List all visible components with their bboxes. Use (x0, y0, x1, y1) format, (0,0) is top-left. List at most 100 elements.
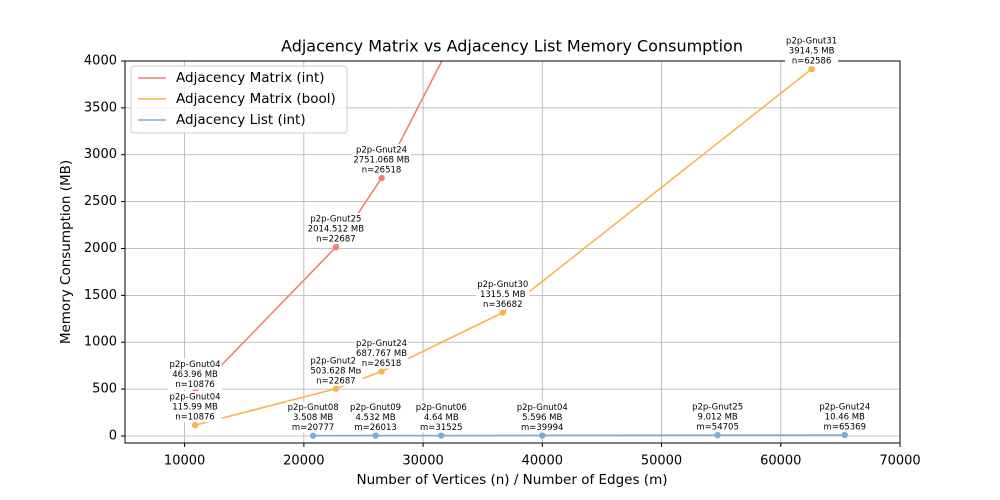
label-box (515, 401, 569, 433)
label-line: 687.767 MB (356, 349, 407, 359)
data-point (841, 431, 848, 439)
y-tick-label: 4000 (84, 54, 117, 69)
label-box (476, 278, 530, 310)
label-line: 4.64 MB (424, 413, 459, 423)
data-point (372, 432, 379, 439)
data-point (309, 432, 317, 439)
label-line: 2751.068 MB (353, 156, 410, 166)
label-line: m=20777 (292, 423, 334, 433)
label-line: p2p-Gnut04 (517, 403, 568, 413)
x-tick-label: 40000 (522, 454, 563, 469)
data-point (438, 432, 445, 439)
y-tick-label: 3500 (84, 100, 117, 115)
label-line: p2p-Gnut24 (356, 146, 407, 156)
label-box (286, 401, 340, 433)
data-point (714, 431, 721, 439)
label-line: n=26518 (362, 166, 402, 176)
label-line: 503.628 MB (310, 366, 361, 376)
data-point (191, 421, 199, 429)
label-line: 5.596 MB (522, 413, 562, 423)
label-box (309, 354, 363, 386)
legend: Adjacency Matrix (int) Adjacency Matrix (… (130, 65, 348, 134)
data-point (378, 368, 385, 375)
label-line: p2p-Gnut04 (170, 393, 221, 403)
label-line: 4.532 MB (355, 413, 395, 423)
label-line: 9.012 MB (698, 413, 738, 423)
label-line: p2p-Gnut30 (477, 280, 528, 290)
label-box (691, 401, 745, 433)
chart-title: Adjacency Matrix vs Adjacency List Memor… (281, 37, 743, 56)
label-line: 3914.5 MB (789, 47, 835, 57)
y-tick-label: 1000 (84, 335, 117, 350)
label-box (818, 400, 872, 432)
label-line: m=54705 (696, 423, 738, 433)
label-line: m=26013 (354, 423, 396, 433)
data-point (378, 174, 385, 182)
label-line: 2014.512 MB (308, 225, 365, 235)
legend-label: Adjacency Matrix (bool) (176, 91, 336, 107)
label-box (348, 401, 403, 433)
label-line: n=10876 (175, 413, 215, 423)
label-box (306, 213, 366, 245)
y-tick-label: 500 (92, 382, 117, 397)
ticks: 10000 20000 30000 40000 50000 60000 70000 0 500 1… (84, 54, 921, 469)
label-line: 1315.5 MB (480, 290, 526, 300)
label-line: n=10876 (175, 380, 215, 390)
y-tick-label: 1500 (84, 288, 117, 303)
label-line: p2p-Gnut04 (170, 360, 221, 370)
label-line: p2p-Gnut08 (288, 403, 339, 413)
plot-area (191, 61, 848, 439)
label-box (168, 358, 222, 390)
y-tick-label: 3000 (84, 147, 117, 162)
label-line: p2p-Gnut24 (819, 402, 870, 412)
y-axis-label: Memory Consumption (MB) (58, 160, 74, 344)
legend-frame (130, 65, 348, 134)
y-tick-label: 0 (109, 428, 117, 443)
label-line: m=39994 (521, 423, 563, 433)
label-line: n=36682 (483, 300, 523, 310)
x-axis-label: Number of Vertices (n) / Number of Edges… (357, 472, 668, 488)
label-line: 3.508 MB (293, 413, 333, 423)
label-line: n=22687 (316, 235, 356, 245)
label-box (355, 337, 409, 369)
label-line: p2p-Gnut25 (310, 215, 361, 225)
label-line: p2p-Gnut09 (350, 403, 401, 413)
data-point (332, 385, 340, 392)
axes-frame (124, 60, 901, 444)
label-line: m=65369 (824, 422, 866, 432)
x-tick-label: 70000 (879, 454, 920, 469)
label-line: n=62586 (792, 57, 832, 67)
data-point (808, 65, 815, 73)
label-line: 10.46 MB (825, 412, 865, 422)
label-line: n=26518 (362, 359, 402, 369)
series-line (313, 434, 845, 437)
label-line: p2p-Gnut25 (310, 356, 361, 366)
label-line: p2p-Gnut31 (786, 37, 837, 47)
x-tick-label: 60000 (760, 454, 801, 469)
label-line: n=22687 (316, 376, 356, 386)
label-line: p2p-Gnut24 (356, 339, 407, 349)
legend-label: Adjacency List (int) (176, 112, 306, 128)
x-tick-label: 20000 (283, 454, 324, 469)
label-line: p2p-Gnut06 (416, 403, 467, 413)
data-point (499, 309, 506, 316)
label-line: 115.99 MB (172, 403, 218, 413)
label-line: 463.96 MB (172, 370, 218, 380)
x-tick-label: 10000 (164, 454, 205, 469)
legend-label: Adjacency Matrix (int) (176, 70, 325, 86)
